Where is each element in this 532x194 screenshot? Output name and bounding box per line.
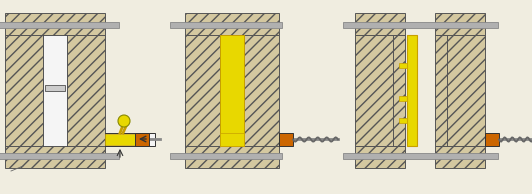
Bar	[185, 146, 279, 168]
Bar	[43, 35, 55, 146]
Bar	[435, 13, 485, 35]
Bar	[435, 146, 485, 168]
Bar	[407, 35, 417, 146]
Bar	[279, 133, 293, 146]
Bar	[355, 13, 405, 35]
Bar	[355, 146, 405, 168]
Bar	[220, 133, 244, 146]
Bar	[67, 35, 105, 146]
Bar	[220, 35, 244, 146]
Bar	[0, 153, 119, 159]
Bar	[5, 35, 43, 146]
Bar	[435, 35, 447, 146]
Bar	[343, 153, 498, 159]
Bar	[399, 118, 407, 123]
Bar	[393, 35, 405, 146]
Bar	[5, 13, 105, 35]
Bar	[5, 146, 105, 168]
Bar	[170, 153, 282, 159]
Bar	[55, 35, 67, 146]
Bar	[45, 85, 65, 91]
Bar	[170, 22, 282, 28]
Bar	[43, 35, 67, 146]
Circle shape	[118, 115, 130, 127]
Bar	[232, 35, 244, 146]
Bar	[447, 35, 485, 146]
Bar	[185, 13, 279, 35]
Bar	[185, 35, 220, 146]
Bar	[485, 133, 499, 146]
Bar	[244, 35, 279, 146]
Bar	[355, 35, 393, 146]
Bar	[399, 96, 407, 101]
Bar	[105, 133, 155, 146]
Bar	[399, 63, 407, 68]
Bar	[343, 22, 498, 28]
Bar	[105, 134, 135, 145]
Bar	[0, 22, 119, 28]
Bar	[220, 35, 232, 146]
Bar	[135, 133, 149, 146]
